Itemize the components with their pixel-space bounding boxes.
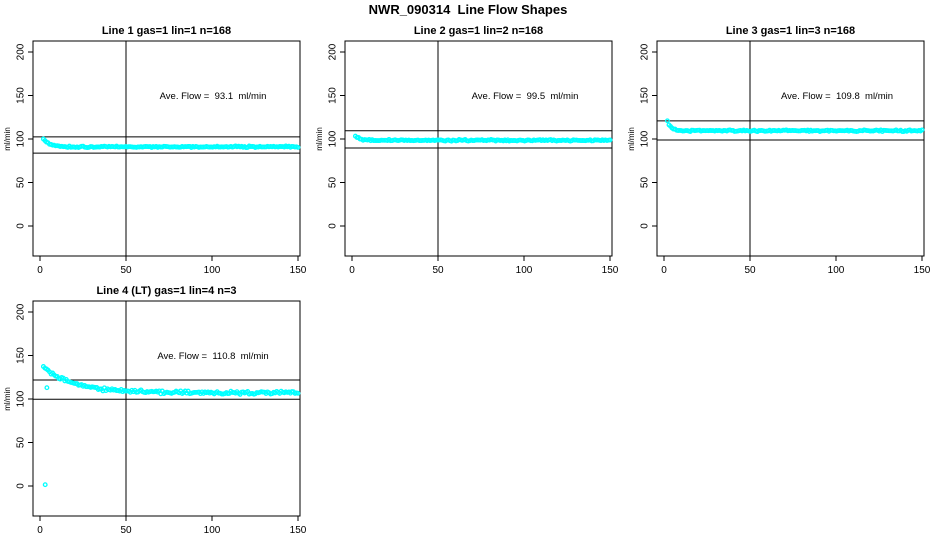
y-axis-tick-label: 150	[16, 87, 27, 104]
y-axis-tick-label: 0	[328, 223, 339, 229]
subplot-title: Line 3 gas=1 lin=3 n=168	[726, 25, 855, 37]
ave-flow-annotation: Ave. Flow = 109.8 ml/min	[781, 91, 893, 102]
outlier-data-point	[44, 385, 50, 391]
y-axis-label: ml/min	[627, 127, 636, 151]
y-axis-tick-label: 0	[640, 223, 651, 229]
x-axis-tick-label: 0	[661, 265, 667, 276]
outlier-data-point	[42, 482, 48, 488]
y-axis-label: ml/min	[315, 127, 324, 151]
data-point	[919, 127, 925, 133]
ave-flow-annotation: Ave. Flow = 99.5 ml/min	[472, 91, 579, 102]
x-axis-tick-label: 100	[828, 265, 845, 276]
data-point	[295, 390, 301, 396]
y-axis-tick-label: 200	[640, 43, 651, 60]
plot-box	[32, 300, 301, 517]
subplot-line4: Line 4 (LT) gas=1 lin=4 n=3 0 50 100 150 0 50 1…	[0, 280, 312, 539]
y-axis-tick-label: 150	[16, 347, 27, 364]
x-axis-tick-label: 50	[744, 265, 756, 276]
y-axis-tick-label: 50	[16, 177, 27, 189]
x-axis-tick-label: 100	[204, 525, 221, 536]
flow-data-points	[352, 133, 613, 144]
y-axis-tick-label: 100	[16, 390, 27, 407]
x-axis-tick-label: 50	[120, 525, 132, 536]
subplot-line2: Line 2 gas=1 lin=2 n=168 0 50 100 150 0 50 100 1…	[312, 20, 624, 279]
data-point	[295, 144, 301, 150]
y-axis-tick-label: 0	[16, 223, 27, 229]
subplot-title: Line 2 gas=1 lin=2 n=168	[414, 25, 543, 37]
y-axis-tick-label: 100	[640, 130, 651, 147]
y-axis-tick-label: 150	[328, 87, 339, 104]
flow-data-points	[40, 136, 301, 151]
line3-flow-chart: Line 3 gas=1 lin=3 n=168 0 50 100 150 0 50 100 1…	[627, 25, 931, 276]
subplot-title: Line 1 gas=1 lin=1 n=168	[102, 25, 231, 37]
y-axis-tick-label: 50	[640, 177, 651, 189]
ave-flow-annotation: Ave. Flow = 93.1 ml/min	[160, 91, 267, 102]
page-title: NWR_090314 Line Flow Shapes	[368, 2, 568, 17]
plot-box	[656, 40, 925, 257]
y-axis-tick-label: 0	[16, 483, 27, 489]
data-point	[664, 118, 670, 124]
y-axis-tick-label: 100	[16, 130, 27, 147]
y-axis-tick-label: 50	[16, 437, 27, 449]
x-axis-tick-label: 150	[914, 265, 931, 276]
y-axis-tick-label: 200	[16, 303, 27, 320]
ave-flow-annotation: Ave. Flow = 110.8 ml/min	[157, 351, 268, 362]
y-axis-tick-label: 150	[640, 87, 651, 104]
x-axis-tick-label: 0	[37, 525, 43, 536]
x-axis-tick-label: 0	[37, 265, 43, 276]
line1-flow-chart: Line 1 gas=1 lin=1 n=168 0 50 100 150 0 50 100 1…	[3, 25, 307, 276]
line2-flow-chart: Line 2 gas=1 lin=2 n=168 0 50 100 150 0 50 100 1…	[315, 25, 619, 276]
data-point	[607, 137, 613, 143]
line4-flow-chart: Line 4 (LT) gas=1 lin=4 n=3 0 50 100 150 0 50 1…	[3, 285, 307, 536]
subplot-line3: Line 3 gas=1 lin=3 n=168 0 50 100 150 0 50 100 1…	[624, 20, 936, 279]
y-axis-tick-label: 100	[328, 130, 339, 147]
subplot-title: Line 4 (LT) gas=1 lin=4 n=3	[96, 285, 236, 297]
x-axis-tick-label: 150	[602, 265, 619, 276]
x-axis-tick-label: 50	[120, 265, 132, 276]
x-axis-tick-label: 0	[349, 265, 355, 276]
subplot-line1: Line 1 gas=1 lin=1 n=168 0 50 100 150 0 50 100 1…	[0, 20, 312, 279]
x-axis-tick-label: 100	[204, 265, 221, 276]
x-axis-tick-label: 150	[290, 265, 307, 276]
x-axis-tick-label: 150	[290, 525, 307, 536]
flow-data-points	[664, 118, 925, 135]
y-axis-tick-label: 200	[328, 43, 339, 60]
y-axis-tick-label: 200	[16, 43, 27, 60]
flow-data-points	[40, 364, 301, 488]
y-axis-tick-label: 50	[328, 177, 339, 189]
y-axis-label: ml/min	[3, 127, 12, 151]
y-axis-label: ml/min	[3, 387, 12, 411]
x-axis-tick-label: 50	[432, 265, 444, 276]
x-axis-tick-label: 100	[516, 265, 533, 276]
